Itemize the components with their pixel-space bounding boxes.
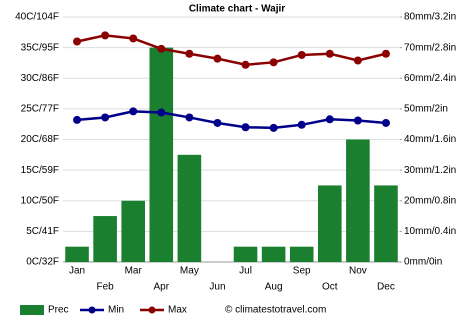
y-tick-label: 40C/104F [15,12,59,23]
y-tick-label: 30C/86F [21,73,59,84]
x-tick-label: Jan [69,266,85,277]
bar [149,47,174,262]
x-tick-label: Nov [349,266,367,277]
point [157,44,166,53]
point [381,118,390,127]
legend-label: Prec [48,305,69,316]
legend-label: Min [108,305,124,316]
point [73,37,82,46]
point [381,49,390,58]
point [269,58,278,67]
bar [346,139,370,262]
y2-tick-label: 20mm/0.8in [404,195,456,206]
point [353,56,362,65]
point [101,31,110,40]
bar [374,185,398,262]
y2-tick-label: 10mm/0.4in [404,226,456,237]
point [129,107,138,116]
bar [177,154,202,262]
point [101,113,110,122]
bar [317,185,342,262]
point [325,115,334,124]
x-tick-label: Jul [239,266,252,277]
x-tick-label: May [180,266,199,277]
chart-title: Climate chart - Wajir [189,4,285,15]
point [157,108,166,117]
bar [93,216,117,262]
x-tick-label: Mar [125,266,143,277]
legend-label: Max [168,305,187,316]
bar [121,200,146,262]
x-tick-label: Jun [209,282,225,293]
x-tick-label: Aug [265,282,283,293]
bar [289,246,314,262]
y2-tick-label: 30mm/1.2in [404,165,456,176]
y-tick-label: 25C/77F [21,104,59,115]
point [269,123,278,132]
line [76,110,387,130]
point [297,50,306,59]
point [241,123,250,132]
point [213,54,222,63]
x-tick-label: Apr [154,282,170,293]
x-tick-label: Feb [97,282,115,293]
point [297,120,306,129]
y-tick-label: 35C/95F [21,42,59,53]
point [185,113,194,122]
point [129,34,138,43]
point [185,49,194,58]
y2-tick-label: 0mm/0in [404,257,442,268]
y-tick-label: 10C/50F [21,195,59,206]
bar [233,246,258,262]
y-tick-label: 15C/59F [21,165,59,176]
y2-tick-label: 40mm/1.6in [404,134,456,145]
legend-swatch [88,306,96,314]
y-tick-label: 5C/41F [26,226,59,237]
point [241,60,250,69]
point [213,118,222,127]
y-tick-label: 0C/32F [26,257,59,268]
point [353,116,362,125]
x-tick-label: Dec [377,282,395,293]
bar [261,246,286,262]
y-tick-label: 20C/68F [21,134,59,145]
point [325,49,334,58]
bar [65,246,89,262]
y2-tick-label: 60mm/2.4in [404,73,456,84]
x-tick-label: Oct [322,282,338,293]
x-tick-label: Sep [293,266,311,277]
y2-tick-label: 70mm/2.8in [404,42,456,53]
y2-tick-label: 80mm/3.2in [404,12,456,23]
legend-swatch [148,306,156,314]
source: © climatestotravel.com [225,305,326,316]
line [76,34,387,67]
legend-swatch [20,305,44,315]
point [73,115,82,124]
y2-tick-label: 50mm/2in [404,104,448,115]
